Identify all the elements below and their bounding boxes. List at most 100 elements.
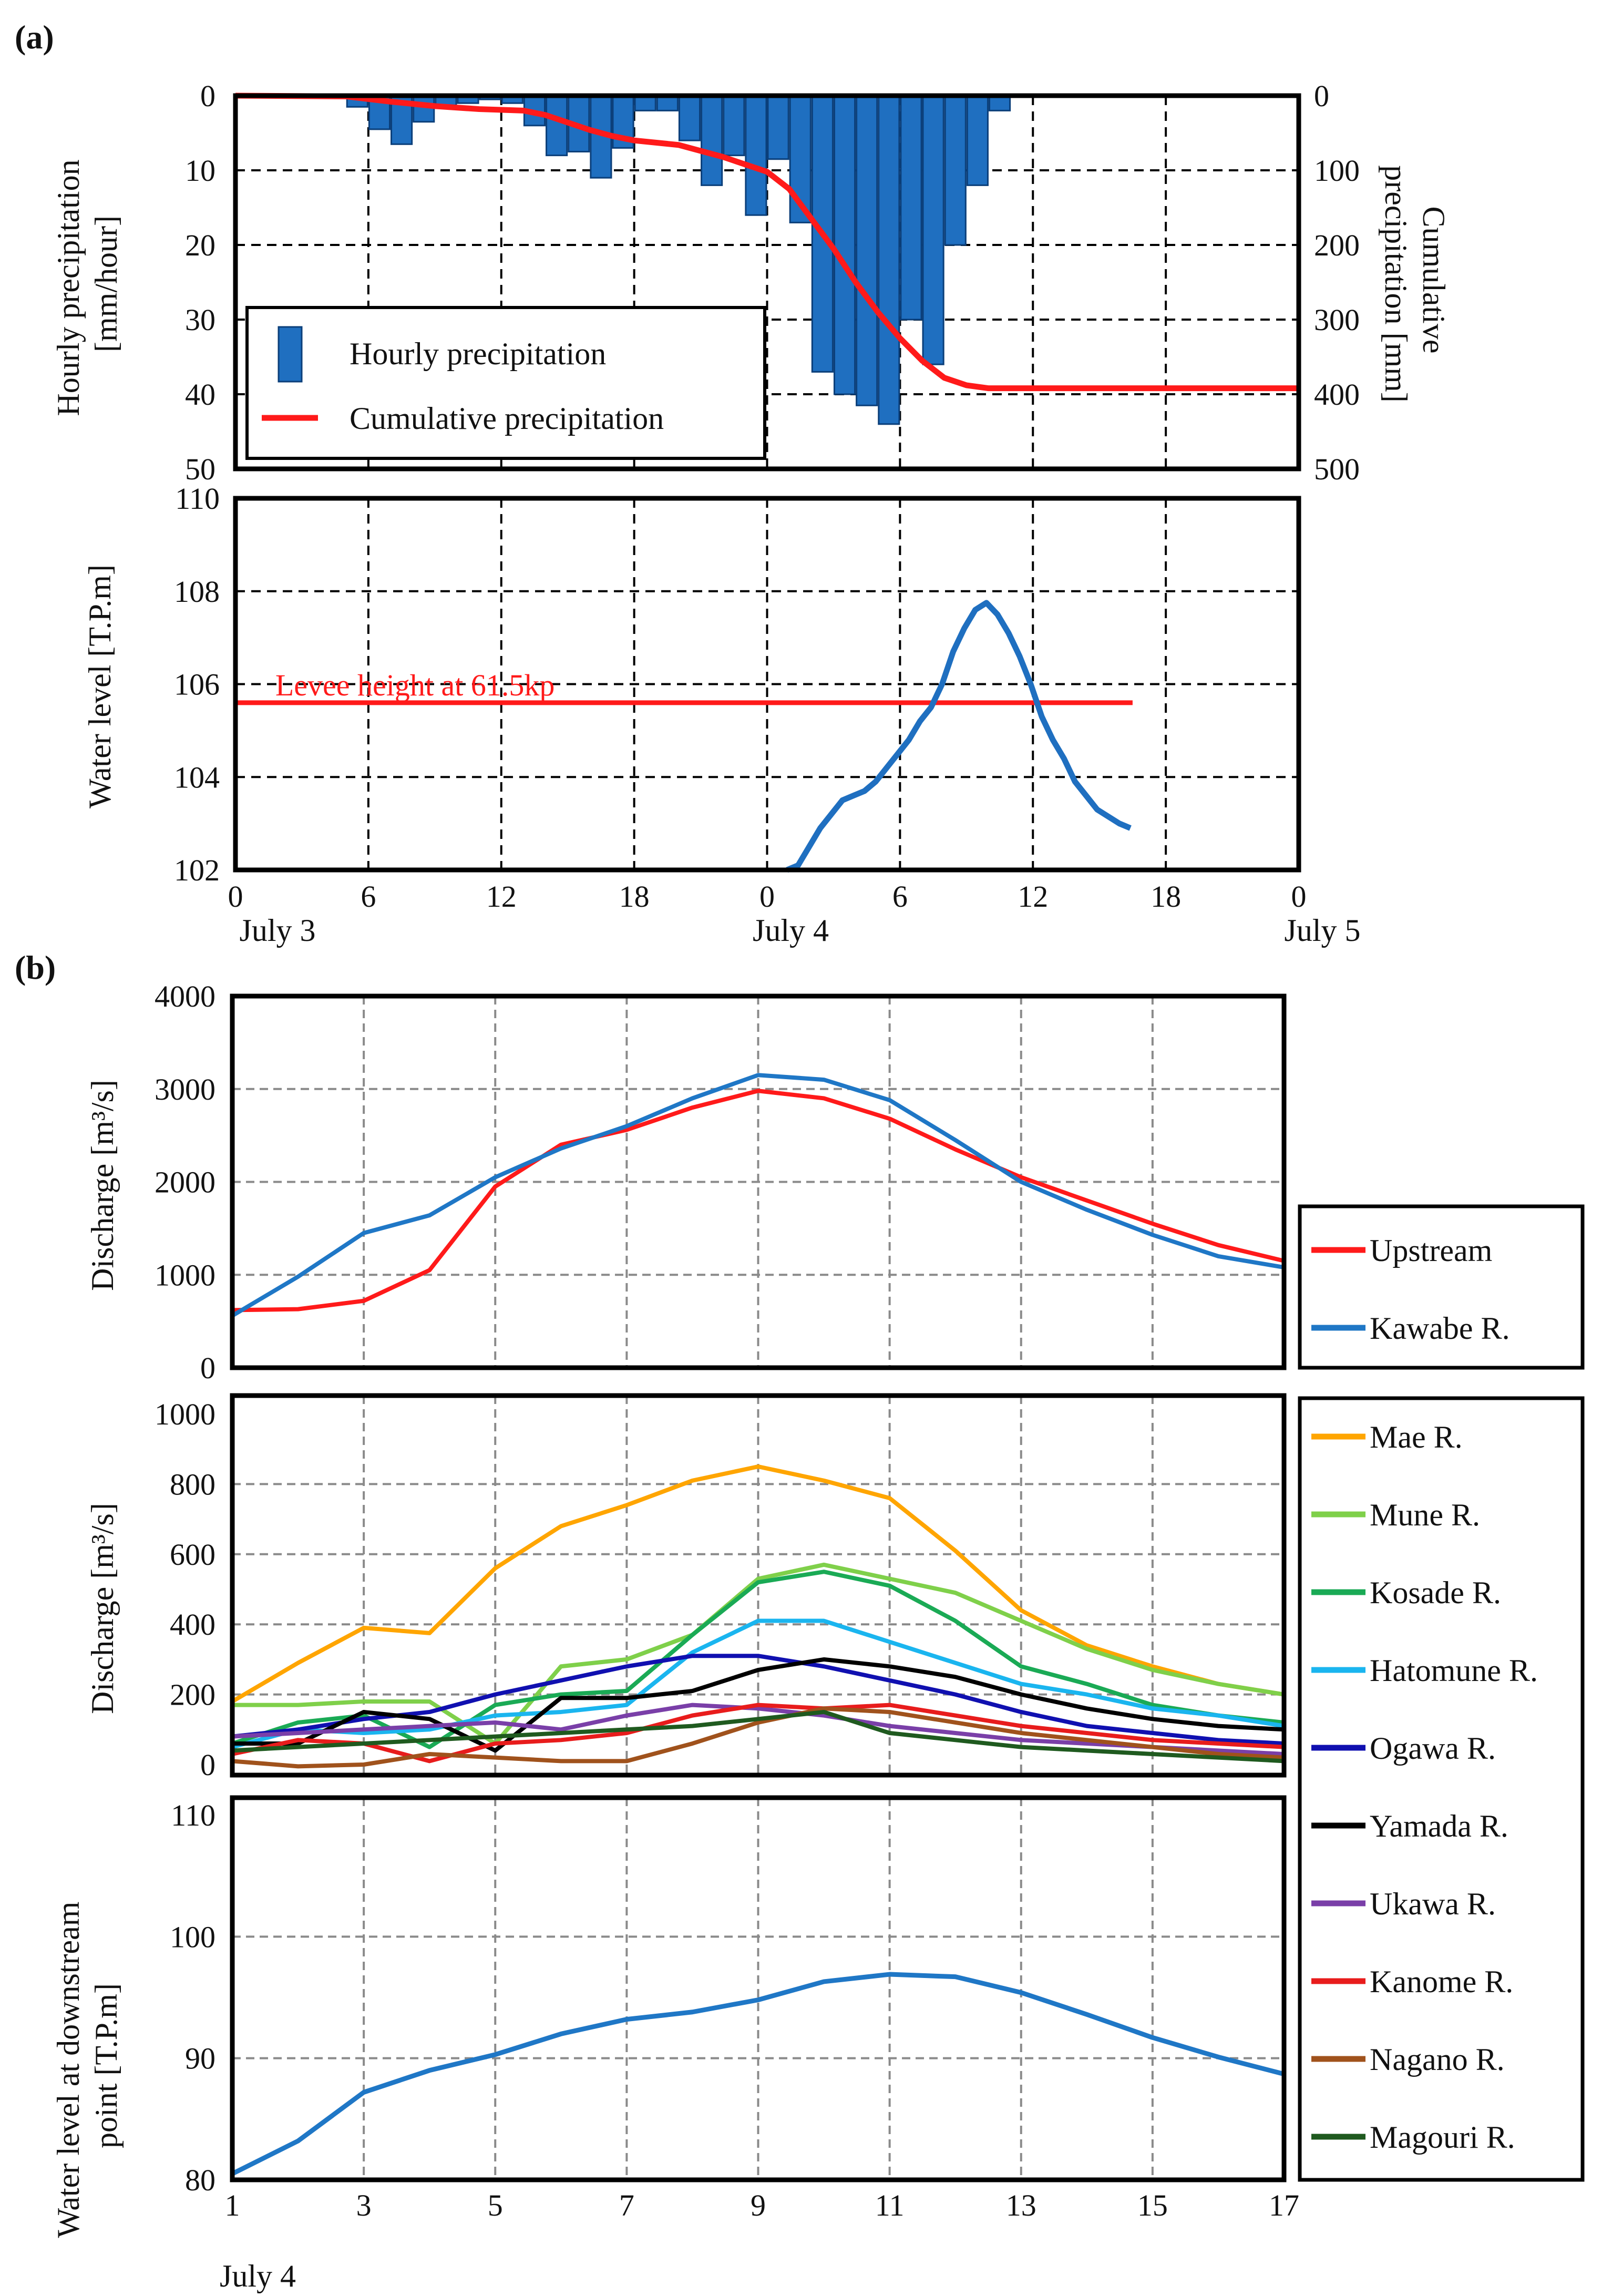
hourly-precipitation-bar [878, 95, 900, 425]
precipitation-chart: 0 10 20 30 40 50 0 100 200 300 400 500 Hourly prec… [51, 79, 1451, 486]
downstream-level-tick-label: 80 [185, 2163, 215, 2197]
hour-tick-label: 18 [1151, 879, 1181, 914]
levee-height-label: Levee height at 61.5kp [275, 668, 555, 702]
hour-tick-label-b: 13 [1006, 2188, 1036, 2222]
series-line-yamada-r [232, 1657, 1285, 1753]
main-discharge-tick-label: 4000 [155, 979, 215, 1013]
tributary-discharge-tick-label: 800 [170, 1467, 215, 1501]
tributary-discharge-y-ticks: 0 200 400 600 800 1000 [155, 1397, 215, 1782]
hourly-precipitation-bar [988, 95, 1011, 111]
series-line-hatomune-r [231, 1618, 1285, 1749]
downstream-water-level-line [231, 1972, 1285, 2176]
downstream-level-grid [232, 1798, 1284, 2180]
panel-label-b: (b) [15, 949, 56, 986]
legend-label-yamada-r: Yamada R. [1370, 1809, 1508, 1843]
hour-tick-label: 0 [759, 879, 775, 914]
precipitation-left-ticks: 0 10 20 30 40 50 [185, 79, 215, 486]
downstream-title-line1: Water level at downstream [51, 1902, 86, 2238]
hour-tick-label: 0 [1291, 879, 1307, 914]
water-level-line-a [786, 600, 1132, 873]
series-line-kawabe-r [231, 1073, 1285, 1318]
hourly-precipitation-bar [413, 95, 435, 123]
hour-tick-label: 0 [228, 879, 243, 914]
hour-tick-label: 12 [486, 879, 517, 914]
tributary-discharge-tick-label: 0 [200, 1748, 215, 1782]
hourly-precipitation-bar [900, 95, 922, 321]
date-label: July 4 [753, 913, 829, 948]
legend-label-ogawa-r: Ogawa R. [1370, 1731, 1496, 1766]
legend-box [245, 306, 766, 460]
water-level-grid [235, 498, 1299, 870]
precipitation-left-tick-label: 50 [185, 452, 215, 486]
downstream-title-line2: point [T.P.m] [89, 1983, 124, 2148]
water-level-tick-label: 110 [175, 481, 220, 516]
main-discharge-series [231, 1073, 1285, 1318]
hourly-precipitation-bar [833, 95, 856, 395]
main-discharge-tick-label: 3000 [155, 1072, 215, 1106]
legend-label-hatomune-r: Hatomune R. [1370, 1653, 1538, 1688]
tributary-discharge-tick-label: 400 [170, 1607, 215, 1642]
tributary-legend-box [1298, 1396, 1585, 2182]
precipitation-left-tick-label: 0 [200, 79, 215, 113]
hour-tick-label: 18 [619, 879, 650, 914]
hour-x-ticks-b: 1 3 5 7 9 11 13 15 17 [225, 2188, 1300, 2222]
series-line-upstream [232, 1089, 1285, 1313]
tributary-discharge-frame [230, 1393, 1287, 1778]
hourly-precipitation-bar [546, 95, 568, 157]
legend-bar-swatch [278, 326, 303, 383]
hour-tick-label: 12 [1018, 879, 1048, 914]
hourly-precipitation-bar [634, 95, 656, 111]
main-discharge-tick-label: 2000 [155, 1165, 215, 1200]
hour-tick-label-b: 17 [1269, 2188, 1299, 2222]
left-title-line2: [mm/hour] [89, 216, 124, 352]
precipitation-right-tick-label: 200 [1314, 228, 1360, 262]
legend-label-nagano-r: Nagano R. [1370, 2042, 1505, 2077]
precipitation-right-axis-title: Cumulative precipitation [mm] [1379, 165, 1451, 403]
legend-label-kosade-r: Kosade R. [1370, 1575, 1501, 1610]
legend-label-mae-r: Mae R. [1370, 1420, 1463, 1454]
hour-tick-label-b: 9 [751, 2188, 766, 2222]
water-level-tick-label: 104 [174, 760, 220, 794]
tributary-discharge-chart: 0 200 400 600 800 1000 Discharge [m³/s] [85, 1393, 1287, 1782]
water-level-tick-label: 106 [174, 668, 220, 702]
hour-tick-label-b: 1 [225, 2188, 240, 2222]
series-line-ogawa-r [232, 1654, 1285, 1746]
hour-tick-label-b: 7 [619, 2188, 634, 2222]
tributary-discharge-tick-label: 600 [170, 1538, 215, 1572]
tributary-discharge-tick-label: 1000 [155, 1397, 215, 1431]
main-discharge-chart: 0 1000 2000 3000 4000 Discharge [m³/s] Upstr… [85, 979, 1585, 1385]
hour-tick-label-b: 15 [1137, 2188, 1168, 2222]
precipitation-left-tick-label: 40 [185, 377, 215, 412]
main-discharge-axis-title: Discharge [m³/s] [85, 1080, 120, 1291]
precipitation-left-tick-label: 30 [185, 303, 215, 337]
series-line-kanome-r [232, 1703, 1285, 1764]
hourly-precipitation-bars [346, 95, 1011, 425]
hour-tick-label-b: 3 [356, 2188, 372, 2222]
panel-label-a: (a) [15, 18, 54, 56]
tributary-discharge-axis-title: Discharge [m³/s] [85, 1503, 120, 1714]
hourly-precipitation-bar [944, 95, 967, 246]
precipitation-left-axis-title: Hourly precipitation [mm/hour] [51, 151, 124, 416]
legend-label-upstream: Upstream [1370, 1233, 1492, 1268]
precipitation-right-tick-label: 100 [1314, 153, 1360, 188]
precipitation-left-tick-label: 10 [185, 153, 215, 188]
water-level-tick-label: 102 [174, 853, 220, 887]
right-title-line1: Cumulative [1416, 207, 1451, 354]
precipitation-right-tick-label: 300 [1314, 303, 1360, 337]
main-discharge-tick-label: 1000 [155, 1258, 215, 1292]
hour-tick-label-b: 5 [488, 2188, 503, 2222]
tributary-discharge-tick-label: 200 [170, 1678, 215, 1712]
precipitation-right-tick-label: 400 [1314, 377, 1360, 412]
legend-hourly-label: Hourly precipitation [350, 336, 606, 371]
hourly-precipitation-bar [701, 95, 723, 186]
main-discharge-y-ticks: 0 1000 2000 3000 4000 [155, 979, 215, 1385]
hour-tick-label: 6 [892, 879, 908, 914]
downstream-level-tick-label: 100 [170, 1920, 215, 1954]
precipitation-left-tick-label: 20 [185, 228, 215, 262]
legend-label-mune-r: Mune R. [1370, 1498, 1480, 1532]
precipitation-right-tick-label: 0 [1314, 79, 1329, 113]
downstream-level-frame [230, 1795, 1287, 2182]
water-level-y-ticks: 102 104 106 108 110 [174, 481, 220, 887]
